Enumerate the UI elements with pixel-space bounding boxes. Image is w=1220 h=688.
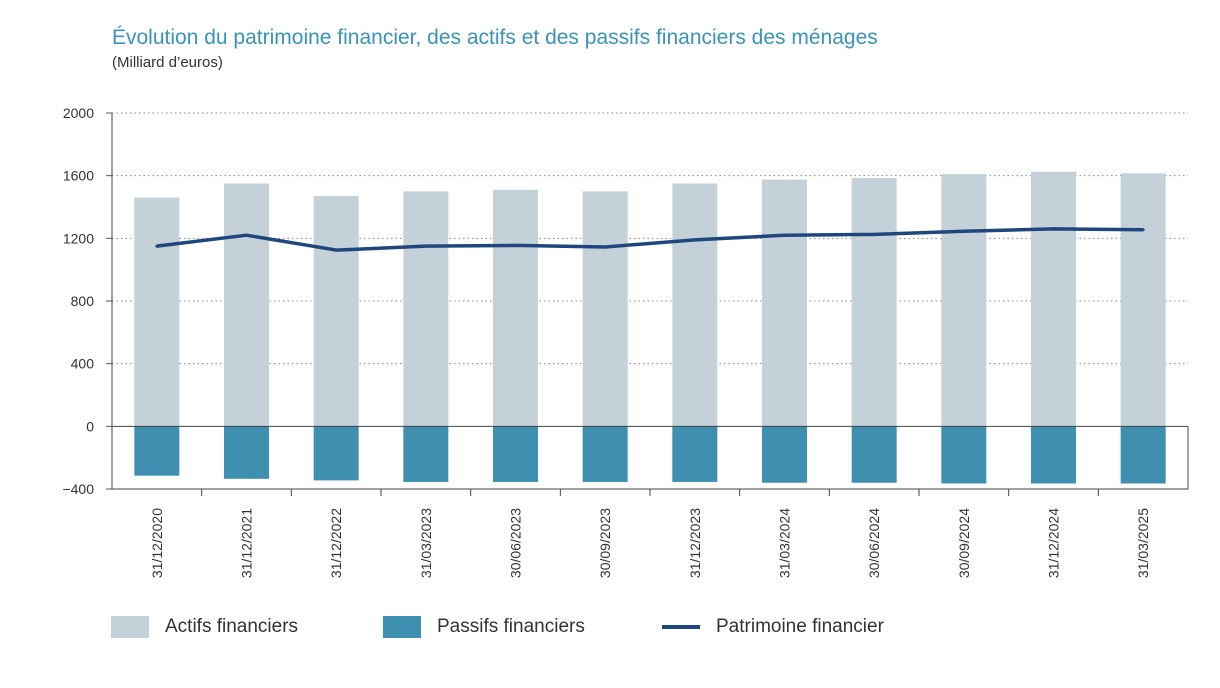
y-tick-label: 800 xyxy=(71,293,95,309)
x-tick-label: 30/09/2024 xyxy=(956,508,972,578)
point-patrimoine xyxy=(693,238,697,242)
legend-label-actifs: Actifs financiers xyxy=(165,616,299,637)
bar-actifs xyxy=(313,196,359,427)
x-tick-label: 31/03/2023 xyxy=(418,508,434,578)
x-tick-label: 31/03/2024 xyxy=(777,508,793,578)
bar-actifs xyxy=(1031,171,1076,427)
point-patrimoine xyxy=(1141,228,1145,232)
point-patrimoine xyxy=(872,232,876,236)
bar-passifs xyxy=(224,426,269,479)
point-patrimoine xyxy=(424,244,428,248)
chart-title: Évolution du patrimoine financier, des a… xyxy=(112,26,878,49)
bar-actifs xyxy=(672,183,718,427)
bar-actifs xyxy=(582,191,628,427)
x-tick-label: 31/12/2023 xyxy=(687,508,703,578)
x-tick-label: 31/12/2021 xyxy=(239,508,255,578)
legend-label-passifs: Passifs financiers xyxy=(437,616,585,637)
y-tick-label: 400 xyxy=(71,356,95,372)
bar-passifs xyxy=(313,426,359,481)
legend-item-patrimoine: Patrimoine financier xyxy=(662,612,884,642)
legend-swatch-passifs xyxy=(383,616,421,638)
bar-actifs xyxy=(493,189,538,427)
point-patrimoine xyxy=(1052,227,1055,231)
bar-passifs xyxy=(493,426,538,482)
bar-actifs xyxy=(1120,173,1166,427)
point-patrimoine xyxy=(245,233,248,237)
chart: 2000 1600 1200 800 400 0 −400 31/12/2020 31/12/2… xyxy=(62,105,1189,578)
y-tick-label: 1600 xyxy=(63,168,94,184)
bar-actifs xyxy=(762,179,807,427)
point-patrimoine xyxy=(155,244,159,248)
bar-passifs xyxy=(134,426,180,476)
y-tick-label: 2000 xyxy=(63,105,94,121)
legend: Actifs financiers Passifs financiers Pat… xyxy=(0,612,1220,642)
point-patrimoine xyxy=(962,229,966,233)
x-tick-label: 31/03/2025 xyxy=(1135,508,1151,578)
x-tick-label: 30/09/2023 xyxy=(597,508,613,578)
bar-actifs xyxy=(224,183,269,427)
bar-passifs xyxy=(582,426,628,482)
x-tick-label: 31/12/2022 xyxy=(328,508,344,578)
legend-swatch-actifs xyxy=(111,616,149,638)
bar-passifs xyxy=(403,426,449,482)
x-tick-label: 31/12/2024 xyxy=(1046,508,1062,578)
y-tick-label: 0 xyxy=(86,418,94,434)
point-patrimoine xyxy=(514,243,517,247)
y-tick-label: 1200 xyxy=(63,230,94,246)
legend-item-passifs: Passifs financiers xyxy=(383,612,585,642)
bar-actifs xyxy=(941,174,987,427)
bar-passifs xyxy=(851,426,897,483)
x-tick-label: 30/06/2023 xyxy=(508,508,524,578)
bar-passifs xyxy=(1120,426,1166,484)
chart-subtitle: (Milliard d’euros) xyxy=(112,54,223,71)
x-tick-label: 30/06/2024 xyxy=(866,508,882,578)
bar-actifs xyxy=(134,197,180,427)
x-tick-label: 31/12/2020 xyxy=(149,508,165,578)
bar-passifs xyxy=(672,426,718,482)
point-patrimoine xyxy=(334,248,338,252)
bar-actifs xyxy=(851,178,897,427)
legend-swatch-patrimoine xyxy=(662,625,700,629)
point-patrimoine xyxy=(603,245,607,249)
legend-label-patrimoine: Patrimoine financier xyxy=(716,616,884,637)
bar-actifs xyxy=(403,191,449,427)
bar-passifs xyxy=(762,426,807,483)
legend-item-actifs: Actifs financiers xyxy=(111,612,298,642)
line-patrimoine xyxy=(156,227,1144,252)
bar-passifs xyxy=(1031,426,1076,484)
bar-passifs xyxy=(941,426,987,484)
y-tick-label: −400 xyxy=(62,481,94,497)
point-patrimoine xyxy=(783,233,786,237)
